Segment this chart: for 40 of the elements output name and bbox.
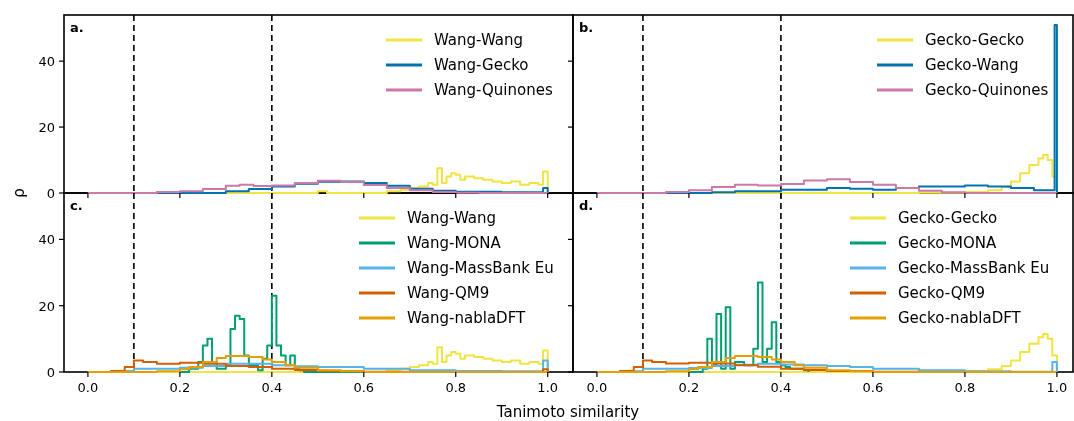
legend-label: Wang-Gecko [434,56,529,74]
x-tick-label: 0.0 [77,380,99,395]
legend-label: Gecko-Gecko [898,209,998,227]
legend-label: Wang-MassBank Eu [407,259,554,277]
y-axis-title: ρ [10,188,28,198]
x-tick-label: 0.4 [770,380,792,395]
x-tick-label: 0.2 [169,380,191,395]
annotation: d. [579,198,594,213]
x-tick-label: 1.0 [537,380,559,395]
x-tick-label: 0.4 [261,380,283,395]
x-axis-title: Tanimoto similarity [495,403,640,421]
annotation: a. [70,20,84,35]
legend-label: Wang-MONA [407,234,502,252]
annotation: c. [70,198,83,213]
x-tick-label: 0.2 [678,380,700,395]
y-tick-label: 0 [46,365,55,380]
y-tick-label: 40 [38,232,55,248]
x-tick-label: 0.0 [586,380,608,395]
legend-label: Gecko-Gecko [925,31,1025,49]
x-tick-label: 1.0 [1046,380,1068,395]
legend-label: Gecko-Quinones [925,81,1049,99]
x-tick-label: 0.6 [353,380,375,395]
legend-label: Wang-Wang [434,31,523,49]
annotation: b. [579,20,594,35]
legend-label: Gecko-Wang [925,56,1019,74]
legend-label: Gecko-MONA [898,234,998,252]
legend-label: Wang-Wang [407,209,496,227]
legend-label: Gecko-nablaDFT [898,309,1022,327]
y-tick-label: 40 [38,54,55,70]
legend-label: Gecko-QM9 [898,284,985,302]
x-tick-label: 0.6 [862,380,884,395]
x-tick-label: 0.8 [954,380,976,395]
legend-label: Wang-Quinones [434,81,553,99]
legend-label: Wang-QM9 [407,284,490,302]
y-tick-label: 0 [46,186,55,201]
legend-label: Gecko-MassBank Eu [898,259,1050,277]
y-tick-label: 20 [38,298,55,314]
x-tick-label: 0.8 [445,380,467,395]
y-tick-label: 20 [38,120,55,136]
legend-label: Wang-nablaDFT [407,309,526,327]
